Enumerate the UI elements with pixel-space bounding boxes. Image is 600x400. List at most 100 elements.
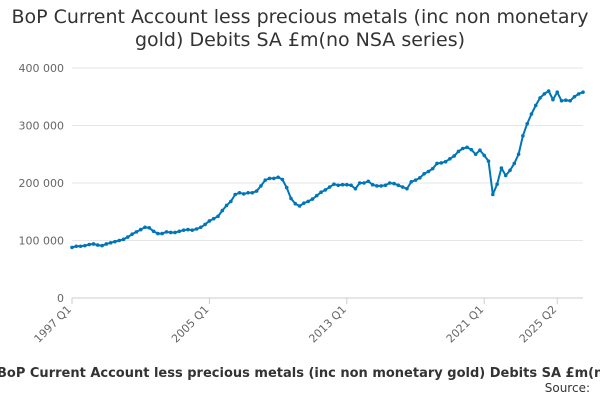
data-point bbox=[216, 214, 220, 219]
data-point bbox=[233, 192, 237, 197]
data-point bbox=[495, 182, 499, 186]
data-point bbox=[254, 189, 259, 193]
data-point bbox=[314, 193, 319, 198]
data-point bbox=[332, 182, 336, 186]
data-point bbox=[555, 90, 560, 94]
data-point bbox=[100, 243, 104, 248]
data-point bbox=[503, 173, 508, 178]
data-point bbox=[78, 244, 83, 249]
data-point bbox=[91, 242, 96, 246]
data-point bbox=[512, 161, 517, 166]
data-point bbox=[190, 228, 195, 232]
data-point bbox=[297, 204, 302, 208]
data-point bbox=[529, 112, 534, 116]
data-point bbox=[409, 180, 414, 184]
data-point bbox=[387, 181, 392, 185]
data-point bbox=[396, 183, 401, 188]
data-point bbox=[482, 153, 487, 158]
data-point bbox=[336, 183, 341, 188]
data-point bbox=[87, 242, 91, 247]
data-point bbox=[516, 152, 521, 157]
data-point bbox=[83, 243, 87, 248]
data-point bbox=[280, 177, 285, 182]
source-label: Source: bbox=[544, 381, 590, 395]
data-point bbox=[181, 228, 186, 232]
data-point bbox=[349, 183, 353, 188]
y-tick-label: 0 bbox=[57, 292, 64, 305]
data-point bbox=[220, 208, 225, 213]
data-point bbox=[576, 92, 581, 96]
data-point bbox=[224, 203, 229, 208]
data-point bbox=[460, 146, 465, 151]
data-point bbox=[327, 185, 332, 189]
chart-caption-text: BoP Current Account less precious metals… bbox=[0, 366, 600, 381]
data-point bbox=[289, 196, 293, 201]
x-tick-label: 2013 Q1 bbox=[306, 303, 349, 346]
x-tick-label: 2025 Q2 bbox=[517, 303, 560, 346]
data-point bbox=[542, 92, 547, 96]
data-point bbox=[439, 161, 444, 165]
series-line bbox=[71, 90, 584, 249]
data-point bbox=[319, 190, 323, 194]
data-point bbox=[173, 230, 177, 235]
data-point bbox=[207, 219, 212, 223]
data-point bbox=[246, 190, 250, 195]
y-tick-label: 300 000 bbox=[19, 120, 65, 133]
data-point bbox=[108, 241, 113, 245]
data-point bbox=[400, 185, 405, 189]
data-point bbox=[551, 97, 555, 102]
data-point bbox=[392, 181, 396, 186]
data-point bbox=[138, 227, 143, 232]
x-tick-label: 2021 Q1 bbox=[444, 303, 487, 346]
data-point bbox=[473, 152, 478, 157]
data-point bbox=[572, 94, 577, 99]
data-point bbox=[366, 179, 371, 184]
data-point bbox=[310, 197, 315, 201]
data-point bbox=[375, 184, 379, 188]
data-point bbox=[250, 190, 255, 195]
data-point bbox=[533, 103, 538, 108]
data-point bbox=[478, 148, 482, 153]
data-point bbox=[426, 169, 431, 174]
data-point bbox=[302, 201, 306, 205]
data-point bbox=[538, 96, 542, 100]
data-point bbox=[345, 182, 349, 187]
data-point bbox=[241, 192, 246, 196]
data-point bbox=[156, 231, 160, 236]
y-tick-label: 400 000 bbox=[19, 62, 65, 75]
data-point bbox=[323, 188, 328, 192]
data-point bbox=[370, 182, 375, 187]
data-point bbox=[272, 176, 276, 181]
data-point bbox=[581, 90, 585, 94]
data-point bbox=[284, 185, 289, 190]
data-point bbox=[130, 232, 134, 236]
data-point bbox=[70, 245, 74, 250]
data-point bbox=[293, 201, 298, 206]
data-point bbox=[199, 225, 203, 230]
data-point bbox=[263, 178, 268, 182]
data-point bbox=[211, 216, 216, 221]
data-point bbox=[306, 199, 310, 204]
data-point bbox=[151, 229, 156, 234]
x-tick-label: 2005 Q1 bbox=[169, 303, 212, 346]
data-point bbox=[559, 98, 564, 103]
y-tick-label: 100 000 bbox=[19, 235, 65, 248]
data-point bbox=[469, 147, 474, 152]
data-point bbox=[435, 161, 439, 166]
data-point bbox=[448, 157, 452, 161]
data-point bbox=[413, 178, 418, 182]
data-point bbox=[491, 192, 495, 197]
data-point bbox=[237, 190, 242, 195]
chart-caption: BoP Current Account less precious metals… bbox=[0, 366, 600, 381]
data-point bbox=[147, 226, 152, 230]
data-point bbox=[465, 145, 469, 150]
chart-title: BoP Current Account less precious metals… bbox=[11, 6, 589, 51]
data-point bbox=[104, 242, 109, 246]
data-point bbox=[276, 175, 280, 180]
data-point bbox=[134, 230, 139, 234]
data-point bbox=[430, 166, 435, 171]
data-point bbox=[357, 181, 362, 185]
data-point bbox=[186, 227, 190, 232]
data-point bbox=[525, 121, 529, 126]
data-point bbox=[452, 154, 456, 158]
